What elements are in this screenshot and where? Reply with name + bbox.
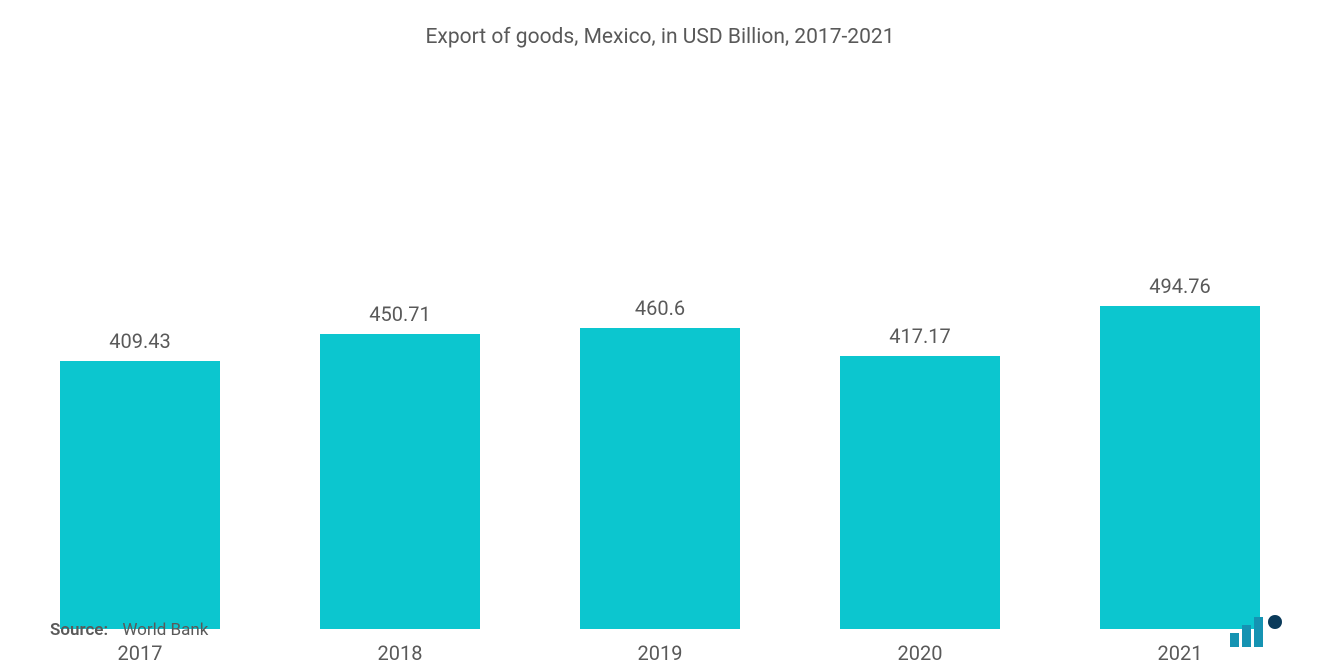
- source-value: World Bank: [122, 620, 208, 640]
- bar-value-label: 494.76: [1149, 274, 1210, 298]
- bar-value-label: 417.17: [889, 324, 950, 348]
- chart-container: Export of goods, Mexico, in USD Billion,…: [0, 0, 1320, 665]
- brand-logo-icon: [1230, 613, 1290, 647]
- x-axis-tick: 2020: [830, 641, 1010, 665]
- x-axis-tick: 2018: [310, 641, 490, 665]
- bar-value-label: 409.43: [109, 329, 170, 353]
- x-axis-tick: 2019: [570, 641, 750, 665]
- bar: [840, 356, 1000, 629]
- bar-value-label: 450.71: [369, 302, 430, 326]
- source-line: Source: World Bank: [50, 620, 208, 640]
- bar: [1100, 306, 1260, 629]
- bar: [580, 328, 740, 629]
- x-axis-tick: 2017: [50, 641, 230, 665]
- bar-column: 409.43: [50, 329, 230, 629]
- bar-value-label: 460.6: [635, 296, 685, 320]
- source-label: Source:: [50, 620, 108, 640]
- bar: [60, 361, 220, 629]
- x-axis: 20172018201920202021: [0, 641, 1320, 665]
- bar-column: 494.76: [1090, 274, 1270, 629]
- bar-column: 460.6: [570, 296, 750, 629]
- chart-title: Export of goods, Mexico, in USD Billion,…: [0, 0, 1320, 79]
- bar-column: 417.17: [830, 324, 1010, 629]
- plot-area: 409.43 450.71 460.6 417.17 494.76: [0, 79, 1320, 629]
- bar-column: 450.71: [310, 302, 490, 629]
- bar: [320, 334, 480, 629]
